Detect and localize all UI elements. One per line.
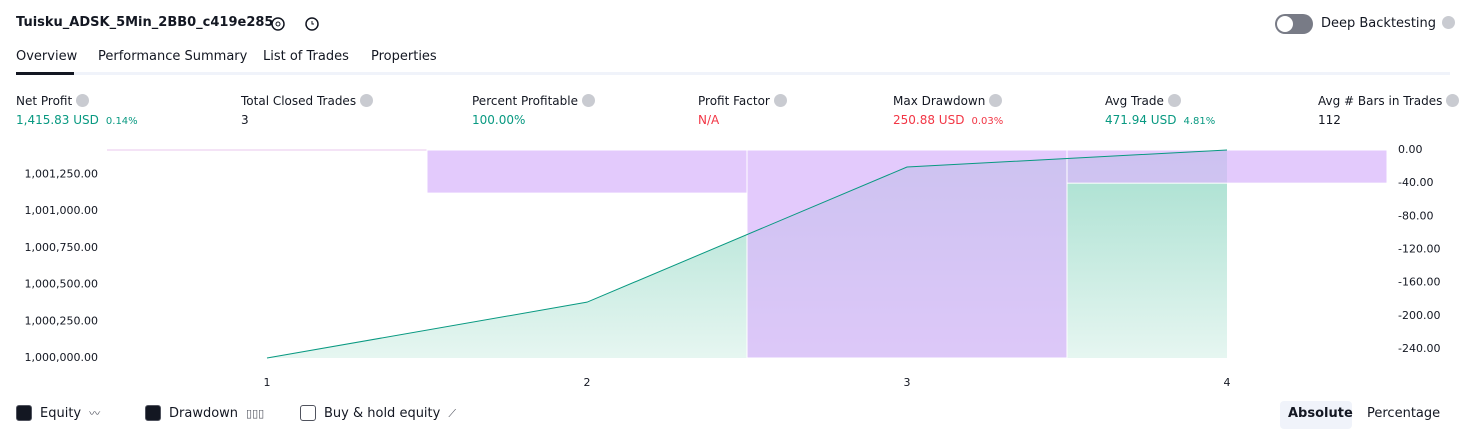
- toggle-label: Deep Backtesting: [1321, 16, 1456, 31]
- legend-item[interactable]: Drawdown ▯▯▯: [145, 405, 264, 421]
- y-tick-label: 1,001,000.00: [25, 204, 98, 217]
- tab[interactable]: Performance Summary: [98, 49, 248, 64]
- tab-active: [16, 72, 74, 75]
- metric-value: 100.00%: [472, 113, 525, 127]
- checkbox[interactable]: [16, 405, 32, 421]
- metric-value: 471.94 USD 4.81%: [1105, 113, 1215, 127]
- drawdown-bar: [1066, 149, 1388, 184]
- info-icon[interactable]: [773, 94, 787, 107]
- metric-value: 1,415.83 USD 0.14%: [16, 113, 138, 127]
- metric-value-text: 3: [241, 113, 249, 127]
- metric-value-text: N/A: [698, 113, 720, 127]
- y-tick-label: 1,000,000.00: [25, 351, 98, 364]
- info-icon[interactable]: [76, 94, 90, 107]
- metric-percent: 0.03%: [971, 116, 1004, 127]
- legend-label: Drawdown: [169, 406, 239, 421]
- checkbox[interactable]: [300, 405, 316, 421]
- metric-value-text: 100.00%: [472, 113, 526, 127]
- legend-item[interactable]: Buy & hold equity ⟋: [300, 405, 456, 421]
- legend-icon: 〰: [89, 407, 101, 420]
- metric-value-text: 112: [1318, 113, 1341, 127]
- x-tick-label: 3: [904, 376, 911, 389]
- metric-label: Avg Trade: [1105, 94, 1181, 108]
- info-icon[interactable]: [1167, 94, 1181, 107]
- metric-value-text: 471.94 USD: [1105, 113, 1177, 127]
- checkbox[interactable]: [145, 405, 161, 421]
- legend-item[interactable]: Equity 〰: [16, 405, 100, 421]
- metric-value: 3: [241, 113, 249, 127]
- tab-rule: [16, 72, 1450, 75]
- y2-tick-label: -200.00: [1398, 309, 1440, 322]
- metric-label-text: Total Closed Trades: [241, 94, 357, 108]
- metric-value-text: 1,415.83 USD: [16, 113, 99, 127]
- x-tick-label: 1: [264, 376, 271, 389]
- tab[interactable]: List of Trades: [263, 49, 349, 64]
- y-tick-label: 1,000,750.00: [25, 241, 98, 254]
- tab[interactable]: Overview: [16, 49, 78, 64]
- info-icon[interactable]: [360, 94, 374, 107]
- y2-tick-label: -120.00: [1398, 242, 1440, 255]
- metric-label-text: Profit Factor: [698, 94, 770, 108]
- metric-value: 250.88 USD 0.03%: [893, 113, 1003, 127]
- y2-tick-label: 0.00: [1398, 143, 1423, 156]
- legend-icon: ▯▯▯: [246, 407, 265, 420]
- info-icon[interactable]: [989, 94, 1003, 107]
- y2-tick-label: -40.00: [1398, 176, 1433, 189]
- toggle-text: Deep Backtesting: [1321, 16, 1437, 31]
- mode-button[interactable]: Absolute: [1288, 406, 1353, 421]
- drawdown-bar: [426, 149, 748, 194]
- x-tick-label: 2: [584, 376, 591, 389]
- chart: 1,000,000.00 1,000,250.00 1,000,500.00 1,00…: [25, 143, 1441, 389]
- metric-label: Total Closed Trades: [241, 94, 374, 108]
- info-icon[interactable]: [581, 94, 595, 107]
- metric-label-text: Percent Profitable: [472, 94, 578, 108]
- metric-label: Avg # Bars in Trades: [1318, 94, 1460, 108]
- header-icons[interactable]: [270, 15, 320, 33]
- tab[interactable]: Properties: [371, 49, 437, 64]
- x-tick-label: 4: [1224, 376, 1231, 389]
- equity-line: [266, 149, 1228, 359]
- info-icon[interactable]: [1446, 94, 1460, 107]
- metric-percent: 0.14%: [105, 116, 138, 127]
- toggle[interactable]: [1275, 14, 1313, 34]
- y-tick-label: 1,000,250.00: [25, 314, 98, 327]
- metric-label-text: Max Drawdown: [893, 94, 986, 108]
- metric-label-text: Net Profit: [16, 94, 73, 108]
- y-tick-label: 1,000,500.00: [25, 278, 98, 291]
- metric-percent: 4.81%: [1183, 116, 1216, 127]
- legend-icon: ⟋: [448, 407, 457, 420]
- y-tick-label: 1,001,250.00: [25, 167, 98, 180]
- y2-tick-label: -240.00: [1398, 342, 1440, 355]
- y2-tick-label: -160.00: [1398, 276, 1440, 289]
- metric-label: Max Drawdown: [893, 94, 1003, 108]
- metric-label: Percent Profitable: [472, 94, 595, 108]
- metric-label: Net Profit: [16, 94, 90, 108]
- metric-label-text: Avg # Bars in Trades: [1318, 94, 1443, 108]
- legend-label: Equity: [40, 406, 82, 421]
- mode-active-bg: [1280, 401, 1352, 429]
- legend-label: Buy & hold equity: [324, 406, 441, 421]
- mode-button[interactable]: Percentage: [1367, 406, 1441, 421]
- strategy-title: Tuisku_ADSK_5Min_2BB0_c419e285: [16, 15, 274, 30]
- metric-label: Profit Factor: [698, 94, 787, 108]
- metric-value: N/A: [698, 113, 719, 127]
- metric-label-text: Avg Trade: [1105, 94, 1164, 108]
- metric-value-text: 250.88 USD: [893, 113, 965, 127]
- drawdown-bar: [746, 149, 1068, 359]
- metric-value: 112: [1318, 113, 1341, 127]
- y2-tick-label: -80.00: [1398, 209, 1433, 222]
